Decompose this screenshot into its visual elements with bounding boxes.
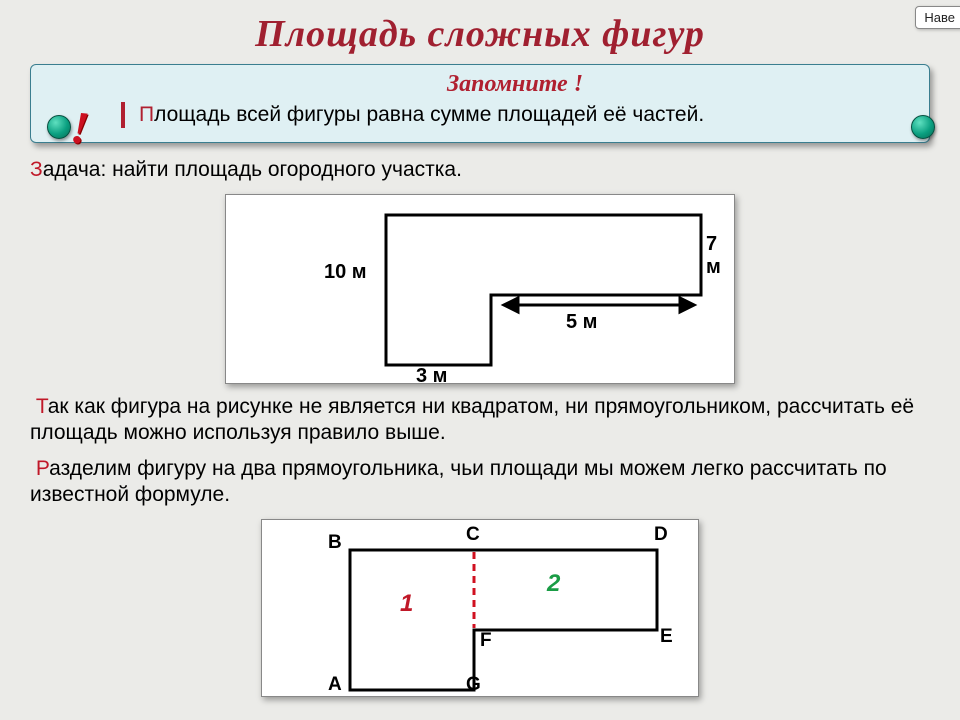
point-label-A: A: [328, 674, 342, 696]
task-text: Задача: найти площадь огородного участка…: [30, 157, 930, 183]
para2-body: ак как фигура на рисунке не является ни …: [30, 395, 914, 444]
drop-cap: З: [30, 158, 43, 181]
para3-body: азделим фигуру на два прямоугольника, чь…: [30, 457, 887, 506]
paragraph-3: Разделим фигуру на два прямоугольника, ч…: [30, 456, 930, 509]
dim-label-10m: 10 м: [324, 261, 367, 284]
task-body: адача: найти площадь огородного участка.: [43, 158, 462, 181]
region-label-2: 2: [547, 570, 560, 598]
page-title: Площадь сложных фигур: [0, 0, 960, 58]
paragraph-2: Так как фигура на рисунке не является ни…: [30, 394, 930, 447]
rule-text: Площадь всей фигуры равна сумме площадей…: [121, 102, 909, 128]
point-label-F: F: [480, 630, 492, 652]
rule-text-body: лощадь всей фигуры равна сумме площадей …: [154, 103, 704, 126]
point-label-E: E: [660, 626, 673, 648]
figure-1-svg: [226, 195, 736, 385]
exclamation-icon: !: [68, 100, 91, 155]
nav-button[interactable]: Наве: [915, 6, 960, 29]
figure-1: 10 м 7 м 5 м 3 м: [225, 194, 735, 384]
point-label-C: C: [466, 524, 480, 546]
rule-heading: Запомните !: [121, 71, 909, 98]
drop-cap: Т: [36, 395, 48, 418]
drop-cap: Р: [36, 457, 49, 480]
rule-box: ! Запомните ! Площадь всей фигуры равна …: [30, 64, 930, 143]
dim-label-3m: 3 м: [416, 365, 447, 388]
point-label-D: D: [654, 524, 668, 546]
point-label-B: B: [328, 532, 342, 554]
pin-icon: [911, 115, 935, 139]
pin-icon: [47, 115, 71, 139]
figure-2: A B C D E F G 1 2: [261, 519, 699, 697]
point-label-G: G: [466, 674, 481, 696]
dim-label-7m: 7 м: [706, 233, 734, 279]
region-label-1: 1: [400, 590, 413, 618]
dim-label-5m: 5 м: [566, 311, 597, 334]
drop-cap: П: [139, 103, 154, 126]
